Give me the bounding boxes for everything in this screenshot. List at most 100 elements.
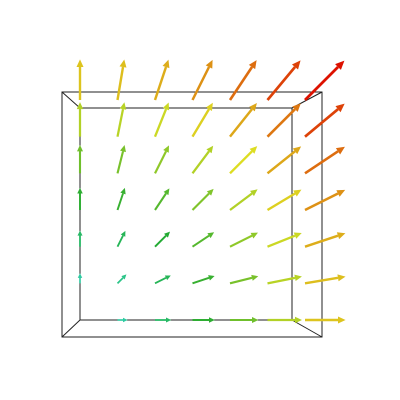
- vector-arrow: [116, 59, 127, 101]
- arrow-head: [119, 59, 127, 68]
- arrow-shaft: [153, 108, 168, 138]
- vector-arrow: [228, 60, 257, 101]
- arrow-shaft: [266, 192, 296, 212]
- box-edge: [291, 319, 323, 338]
- arrow-shaft: [153, 66, 168, 101]
- arrow-head: [166, 317, 172, 323]
- arrow-head: [123, 317, 128, 323]
- vector-arrow: [154, 231, 171, 248]
- arrow-head: [250, 189, 258, 197]
- arrow-shaft: [304, 234, 339, 248]
- vector-arrow: [304, 103, 345, 138]
- arrow-shaft: [116, 151, 125, 174]
- arrow-shaft: [304, 150, 339, 175]
- arrow-shaft: [154, 277, 167, 285]
- vector-arrow: [155, 317, 172, 323]
- arrow-shaft: [229, 150, 253, 175]
- arrow-head: [250, 232, 258, 239]
- arrow-shaft: [266, 150, 296, 175]
- arrow-head: [292, 103, 301, 112]
- box-back: [79, 107, 293, 321]
- arrow-head: [249, 146, 258, 154]
- arrow-shaft: [267, 234, 296, 248]
- vector-arrow: [192, 275, 215, 285]
- arrow-shaft: [266, 66, 297, 101]
- vector-arrow: [191, 232, 215, 248]
- arrow-head: [164, 231, 171, 238]
- bounding-box: [61, 91, 323, 338]
- arrow-head: [121, 274, 127, 280]
- box-edge: [61, 319, 81, 338]
- arrow-head: [292, 146, 302, 155]
- arrow-head: [163, 188, 170, 196]
- vector-arrow: [153, 59, 170, 101]
- vector-arrow: [116, 230, 126, 248]
- vector-arrow: [154, 145, 169, 174]
- vector-arrow: [116, 102, 127, 137]
- vector-arrow: [229, 146, 258, 175]
- vector-arrow: [191, 102, 213, 138]
- arrow-shaft: [228, 66, 254, 101]
- arrow-head: [335, 103, 345, 113]
- arrow-head: [336, 232, 346, 240]
- box-edge: [61, 91, 81, 109]
- arrow-shaft: [304, 276, 339, 285]
- vector-arrow: [304, 274, 346, 285]
- arrow-head: [76, 102, 84, 110]
- arrow-shaft: [116, 66, 125, 101]
- vector-arrow: [116, 145, 126, 174]
- vector-arrow: [153, 102, 170, 138]
- vector-arrow: [76, 59, 84, 100]
- vector-arrow: [192, 317, 215, 323]
- vector-arrow: [191, 59, 213, 101]
- arrow-head: [77, 273, 83, 278]
- arrow-head: [77, 144, 83, 152]
- arrow-shaft: [116, 277, 124, 284]
- arrow-head: [206, 188, 214, 196]
- arrow-head: [293, 232, 302, 239]
- arrow-head: [164, 275, 171, 281]
- vector-arrow: [304, 189, 346, 212]
- arrow-head: [291, 60, 301, 70]
- vector-arrow: [229, 274, 259, 285]
- vector-arrow: [230, 317, 259, 323]
- vector-arrow: [304, 232, 346, 248]
- vector-arrow: [229, 232, 258, 248]
- arrow-shaft: [192, 276, 210, 285]
- arrow-shaft: [154, 192, 167, 211]
- arrow-head: [249, 103, 257, 112]
- arrow-shaft: [191, 192, 210, 211]
- arrow-shaft: [229, 192, 253, 211]
- arrow-head: [120, 145, 126, 153]
- arrow-shaft: [154, 234, 167, 248]
- vector-arrow: [191, 188, 214, 211]
- arrow-head: [76, 59, 84, 67]
- box-front: [61, 91, 323, 338]
- arrow-shaft: [266, 108, 296, 138]
- vector-arrow: [267, 274, 302, 285]
- arrow-head: [120, 187, 126, 195]
- arrow-head: [294, 274, 302, 282]
- vector-arrow: [267, 316, 302, 324]
- vector-arrow: [266, 60, 301, 101]
- arrow-head: [162, 102, 170, 111]
- vector-arrow: [77, 144, 83, 174]
- arrow-head: [295, 316, 302, 324]
- arrow-shaft: [191, 108, 211, 138]
- vector-arrow: [116, 187, 126, 211]
- vector-arrow: [229, 189, 258, 211]
- arrow-shaft: [116, 235, 124, 248]
- arrow-head: [209, 317, 215, 323]
- arrow-head: [248, 60, 257, 70]
- arrow-shaft: [229, 234, 253, 248]
- arrow-head: [77, 187, 83, 194]
- arrow-shaft: [116, 193, 124, 211]
- arrow-shaft: [304, 108, 339, 138]
- arrow-head: [205, 59, 213, 69]
- arrow-head: [335, 60, 345, 70]
- vector-arrow: [154, 188, 170, 211]
- arrow-shaft: [229, 108, 253, 138]
- arrow-head: [206, 145, 214, 154]
- vector-arrow: [304, 146, 345, 175]
